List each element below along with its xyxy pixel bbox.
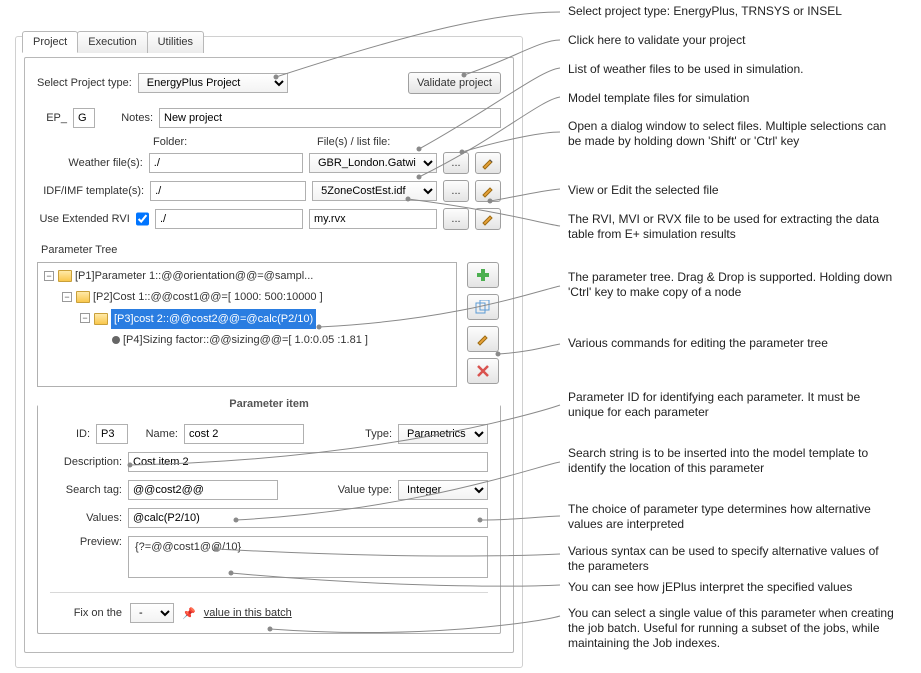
annotation: The choice of parameter type determines … — [568, 502, 898, 532]
parameter-item-panel: Parameter item ID: Name: Type: Parametri… — [37, 405, 501, 634]
annotation: You can see how jEPlus interpret the spe… — [568, 580, 898, 595]
annotation: List of weather files to be used in simu… — [568, 62, 898, 77]
tree-node-p1[interactable]: [P1]Parameter 1::@@orientation@@=@sampl.… — [75, 267, 313, 285]
annotation: View or Edit the selected file — [568, 183, 898, 198]
rvi-browse-button[interactable]: ... — [443, 208, 469, 230]
rvi-folder[interactable] — [155, 209, 303, 229]
tree-toggle-icon[interactable]: − — [44, 271, 54, 281]
tab-strip: Project Execution Utilities — [22, 31, 203, 53]
param-fix-select[interactable]: - — [130, 603, 174, 623]
file-headers: Folder: File(s) / list file: — [153, 136, 501, 148]
parameter-item-legend: Parameter item — [219, 398, 319, 410]
param-fix-label: Fix on the — [50, 607, 122, 619]
rvi-checkbox[interactable] — [136, 212, 149, 226]
weather-label: Weather file(s): — [37, 157, 143, 169]
param-name-field[interactable] — [184, 424, 304, 444]
tree-add-button[interactable] — [467, 262, 499, 288]
annotation: You can select a single value of this pa… — [568, 606, 898, 651]
param-type-select[interactable]: Parametrics — [398, 424, 488, 444]
project-panel: Select Project type: EnergyPlus Project … — [15, 36, 523, 668]
rvi-label: Use Extended RVI — [37, 213, 130, 225]
project-type-select[interactable]: EnergyPlus Project — [138, 73, 288, 93]
idf-browse-button[interactable]: ... — [443, 180, 469, 202]
param-name-label: Name: — [134, 428, 178, 440]
annotation: Open a dialog window to select files. Mu… — [568, 119, 898, 149]
tree-delete-button[interactable] — [467, 358, 499, 384]
param-preview-box: {?=@@cost1@@/10} — [128, 536, 488, 578]
tree-toolbar — [465, 262, 501, 387]
tree-copy-button[interactable] — [467, 294, 499, 320]
param-vtype-label: Value type: — [338, 484, 392, 496]
param-preview-label: Preview: — [50, 536, 122, 548]
idf-edit-button[interactable] — [475, 180, 501, 202]
param-fix-suffix: value in this batch — [204, 607, 292, 619]
idf-file-select[interactable]: 5ZoneCostEst.idf — [312, 181, 437, 201]
annotation: Search string is to be inserted into the… — [568, 446, 898, 476]
param-vtype-select[interactable]: Integer — [398, 480, 488, 500]
weather-browse-button[interactable]: ... — [443, 152, 469, 174]
ep-field[interactable] — [73, 108, 95, 128]
rvi-edit-button[interactable] — [475, 208, 501, 230]
param-desc-field[interactable] — [128, 452, 488, 472]
tree-node-p4[interactable]: [P4]Sizing factor::@@sizing@@=[ 1.0:0.05… — [123, 331, 368, 349]
annotation: Click here to validate your project — [568, 33, 898, 48]
folder-icon — [58, 270, 72, 282]
param-type-label: Type: — [365, 428, 392, 440]
parameter-tree-title: Parameter Tree — [41, 244, 501, 256]
tree-toggle-icon[interactable]: − — [80, 313, 90, 323]
annotation: The RVI, MVI or RVX file to be used for … — [568, 212, 898, 242]
weather-edit-button[interactable] — [475, 152, 501, 174]
ep-label: EP_ — [37, 112, 67, 124]
param-id-field[interactable] — [96, 424, 128, 444]
param-id-label: ID: — [50, 428, 90, 440]
tree-node-p2[interactable]: [P2]Cost 1::@@cost1@@=[ 1000: 500:10000 … — [93, 288, 323, 306]
folder-icon — [76, 291, 90, 303]
folder-header: Folder: — [153, 136, 317, 148]
project-type-label: Select Project type: — [37, 77, 132, 89]
file-header: File(s) / list file: — [317, 136, 390, 148]
annotation: Model template files for simulation — [568, 91, 898, 106]
notes-label: Notes: — [101, 112, 153, 124]
validate-button[interactable]: Validate project — [408, 72, 501, 94]
parameter-tree[interactable]: − [P1]Parameter 1::@@orientation@@=@samp… — [37, 262, 457, 387]
tree-edit-button[interactable] — [467, 326, 499, 352]
param-tag-field[interactable] — [128, 480, 278, 500]
tree-toggle-icon[interactable]: − — [62, 292, 72, 302]
leaf-icon — [112, 336, 120, 344]
pin-icon: 📌 — [182, 607, 196, 620]
tab-utilities[interactable]: Utilities — [147, 31, 204, 53]
annotation: Select project type: EnergyPlus, TRNSYS … — [568, 4, 898, 19]
param-desc-label: Description: — [50, 456, 122, 468]
weather-folder[interactable] — [149, 153, 303, 173]
tree-node-p3[interactable]: [P3]cost 2::@@cost2@@=@calc(P2/10) — [111, 309, 316, 329]
annotation: The parameter tree. Drag & Drop is suppo… — [568, 270, 898, 300]
rvi-file[interactable] — [309, 209, 437, 229]
notes-field[interactable] — [159, 108, 501, 128]
weather-file-select[interactable]: GBR_London.Gatwick.03... — [309, 153, 437, 173]
annotation: Various commands for editing the paramet… — [568, 336, 898, 351]
idf-label: IDF/IMF template(s): — [37, 185, 144, 197]
tab-execution[interactable]: Execution — [77, 31, 147, 53]
param-tag-label: Search tag: — [50, 484, 122, 496]
folder-icon — [94, 313, 108, 325]
annotation: Parameter ID for identifying each parame… — [568, 390, 898, 420]
param-values-label: Values: — [50, 512, 122, 524]
tab-project[interactable]: Project — [22, 31, 78, 53]
param-values-field[interactable] — [128, 508, 488, 528]
idf-folder[interactable] — [150, 181, 306, 201]
annotation: Various syntax can be used to specify al… — [568, 544, 898, 574]
